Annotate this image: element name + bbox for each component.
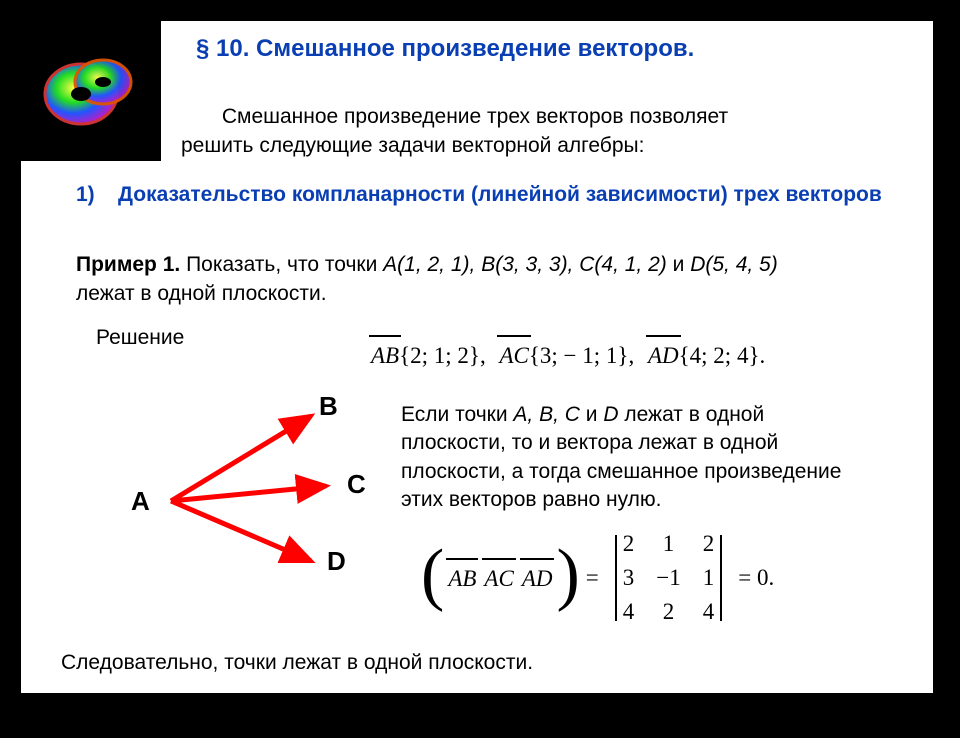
pointA: A(1, 2, 1), xyxy=(383,253,481,276)
m10: 3 xyxy=(623,565,635,591)
vbar-right-icon xyxy=(720,535,722,621)
m01: 1 xyxy=(656,531,680,557)
exp-l4: этих векторов равно нулю. xyxy=(401,488,661,511)
pointD: D(5, 4, 5) xyxy=(690,253,778,276)
vector-diagram: A B C D xyxy=(101,391,381,591)
c1: , xyxy=(480,343,486,368)
vec-ab-name: AB xyxy=(371,341,399,369)
rparen-icon: ) xyxy=(556,545,579,605)
pointB: B(3, 3, 3), xyxy=(481,253,579,276)
determinant: ( AB AC AD ) = 2 1 2 3 −1 1 4 2 4 = 0. xyxy=(421,531,774,625)
matrix: 2 1 2 3 −1 1 4 2 4 xyxy=(609,531,728,625)
eq-zero: = 0. xyxy=(738,565,774,591)
section-title: § 10. Смешанное произведение векторов. xyxy=(196,35,694,63)
eq1: = xyxy=(586,565,599,591)
exp-lead: Если точки xyxy=(401,403,513,426)
vbar-left-icon xyxy=(615,535,617,621)
vectors-line: AB{2; 1; 2}, AC{3; − 1; 1}, AD{4; 2; 4}. xyxy=(371,341,773,369)
exp-pts: A, B, C xyxy=(513,403,585,426)
m21: 2 xyxy=(656,599,680,625)
vec-ac-name: AC xyxy=(499,341,528,369)
torus-logo-icon xyxy=(41,46,141,136)
conclusion: Следовательно, точки лежат в одной плоск… xyxy=(61,651,533,675)
example-text-a: Показать, что точки xyxy=(180,253,383,276)
pointC: C(4, 1, 2) xyxy=(579,253,672,276)
vec-ab-vals: {2; 1; 2} xyxy=(399,343,480,368)
logo-box xyxy=(21,21,161,161)
prod-ab: AB xyxy=(448,564,476,592)
m22: 4 xyxy=(703,599,715,625)
exp-rest1: лежат в одной xyxy=(624,403,764,426)
example-and: и xyxy=(673,253,691,276)
prod-ad: AD xyxy=(522,564,553,592)
label-D: D xyxy=(327,546,346,577)
example-label: Пример 1. xyxy=(76,253,180,276)
label-B: B xyxy=(319,391,338,422)
m11: −1 xyxy=(656,565,680,591)
intro-text: Смешанное произведение трех векторов поз… xyxy=(181,103,903,161)
m12: 1 xyxy=(703,565,715,591)
vec-ad-name: AD xyxy=(648,341,679,369)
vec-ad-vals: {4; 2; 4}. xyxy=(679,343,766,368)
explanation: Если точки A, B, C и D лежат в одной пло… xyxy=(401,401,908,514)
task1-text: Доказательство компланарности (линейной … xyxy=(118,183,882,206)
matrix-grid: 2 1 2 3 −1 1 4 2 4 xyxy=(623,531,714,625)
label-C: C xyxy=(347,469,366,500)
intro-line2: решить следующие задачи векторной алгебр… xyxy=(181,134,644,157)
vec-ac-vals: {3; − 1; 1} xyxy=(529,343,629,368)
slide: § 10. Смешанное произведение векторов. С… xyxy=(18,18,936,696)
intro-line1: Смешанное произведение трех векторов поз… xyxy=(222,105,728,128)
exp-l2: плоскости, то и вектора лежат в одной xyxy=(401,431,778,454)
c2: , xyxy=(628,343,634,368)
label-A: A xyxy=(131,486,150,517)
m00: 2 xyxy=(623,531,635,557)
task1-bullet: 1) xyxy=(76,183,95,206)
prod-ac: AC xyxy=(484,564,513,592)
exp-l3: плоскости, а тогда смешанное произведени… xyxy=(401,460,841,483)
example: Пример 1. Показать, что точки A(1, 2, 1)… xyxy=(76,251,908,309)
lparen-icon: ( xyxy=(421,545,444,605)
solution-label: Решение xyxy=(96,326,184,350)
exp-D: D xyxy=(603,403,624,426)
triple-product: AB AC AD xyxy=(448,564,552,592)
exp-and: и xyxy=(586,403,604,426)
task1: 1) Доказательство компланарности (линейн… xyxy=(76,181,908,209)
m02: 2 xyxy=(703,531,715,557)
m20: 4 xyxy=(623,599,635,625)
example-text-b: лежат в одной плоскости. xyxy=(76,282,327,305)
